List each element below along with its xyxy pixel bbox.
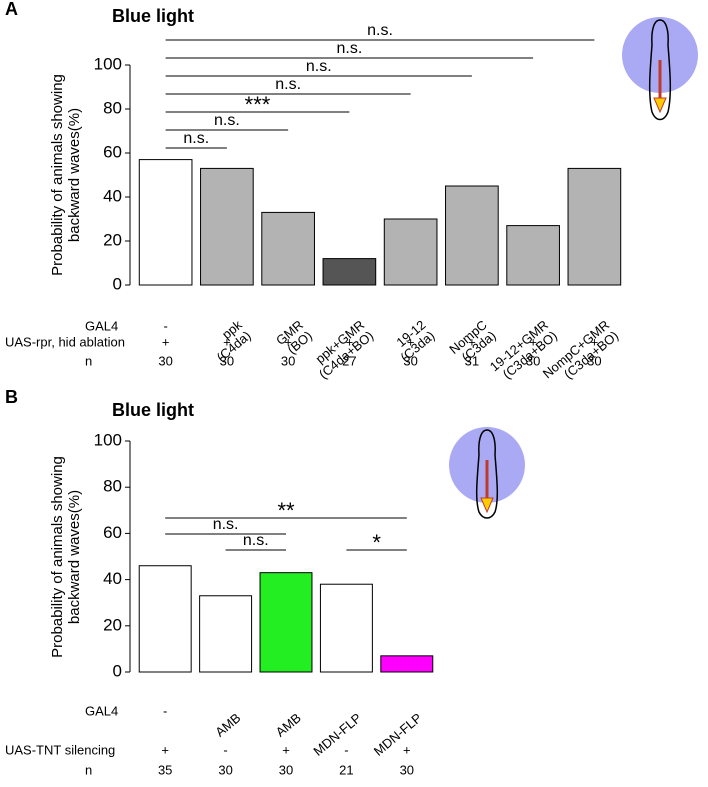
row-value: + [161,742,169,757]
y-tick-label: 0 [113,661,122,680]
significance-label: n.s. [306,58,332,75]
row-value: + [223,334,231,349]
significance-label: * [372,530,381,555]
row-value: + [282,742,290,757]
row-value: 35 [158,762,172,777]
y-axis-label-line: backward waves(%) [66,108,83,242]
row-value: 30 [218,762,232,777]
chart-title: Blue light [112,6,194,26]
significance-label: n.s. [275,76,301,93]
y-axis-label-line: Probability of animals showing [49,74,66,276]
row-value: 27 [342,353,356,368]
row-label: UAS-TNT silencing [5,742,115,757]
significance-label: n.s. [243,532,269,549]
category-label: MDN-FLP [371,710,425,759]
y-tick-label: 100 [94,54,122,73]
row-value: + [346,334,354,349]
significance-label: *** [245,92,271,117]
y-axis-label: Probability of animals showingbackward w… [49,74,83,276]
bar [319,583,373,673]
row-value: 30 [587,353,601,368]
bar [506,225,560,286]
y-tick-label: 60 [103,142,122,161]
y-tick-label: 60 [103,523,122,542]
y-tick-label: 80 [103,477,122,496]
row-value: - [223,742,227,757]
category-label: AMB [273,710,304,740]
significance-label: n.s. [214,112,240,129]
bar [138,159,193,286]
category-row-label: GAL4 [85,703,118,718]
row-value: 30 [279,762,293,777]
row-value: + [284,334,292,349]
bar [261,211,315,286]
y-axis-label-line: backward waves(%) [66,490,83,624]
row-value: + [403,742,411,757]
row-value: 30 [158,353,172,368]
significance-label: ** [277,498,295,523]
bar [445,185,499,286]
row-value: + [407,334,415,349]
y-tick-label: 40 [103,569,122,588]
category-label-line: MDN-FLP [311,710,365,759]
category-label: ppk+GMR(C4da+BO) [307,317,376,382]
significance-label: n.s. [367,22,393,39]
row-label: n [85,762,92,777]
row-label: n [85,353,92,368]
category-label: - [163,703,167,718]
row-value: + [162,334,170,349]
larva-icon-a [622,17,698,121]
row-value: 31 [465,353,479,368]
row-value: 30 [281,353,295,368]
y-tick-label: 40 [103,186,122,205]
bar [567,167,622,286]
row-value: 30 [403,353,417,368]
row-value: + [529,334,537,349]
y-tick-label: 0 [113,274,122,293]
row-value: 21 [339,762,353,777]
bar [322,258,377,286]
row-value: 30 [220,353,234,368]
row-value: - [344,742,348,757]
category-label-line: MDN-FLP [371,710,425,759]
bar [200,167,254,286]
row-value: + [468,334,476,349]
bar [383,218,438,286]
row-value: 30 [526,353,540,368]
row-value: + [591,334,599,349]
larva-icon-b [449,427,525,519]
category-row-label: GAL4 [85,318,118,333]
row-value: 30 [400,762,414,777]
y-axis-label-line: Probability of animals showing [49,456,66,658]
bar [259,572,313,673]
y-axis-label: Probability of animals showingbackward w… [49,456,83,658]
bar [380,655,434,673]
row-label: UAS-rpr, hid ablation [5,334,125,349]
panel-label: B [5,387,18,407]
bar [138,565,192,673]
bar [199,595,253,673]
significance-label: n.s. [183,130,209,147]
category-label: AMB [213,710,244,740]
y-tick-label: 20 [103,615,122,634]
y-tick-label: 100 [94,430,122,449]
category-label: - [163,318,167,333]
chart-title: Blue light [112,400,194,420]
y-tick-label: 80 [103,98,122,117]
category-label: NompC+GMR(C3da+BO) [540,317,621,392]
panel-label: A [5,0,18,19]
category-label: MDN-FLP [311,710,365,759]
significance-label: n.s. [336,40,362,57]
y-tick-label: 20 [103,230,122,249]
category-label-line: AMB [213,710,244,740]
significance-label: n.s. [213,516,239,533]
category-label-line: AMB [273,710,304,740]
